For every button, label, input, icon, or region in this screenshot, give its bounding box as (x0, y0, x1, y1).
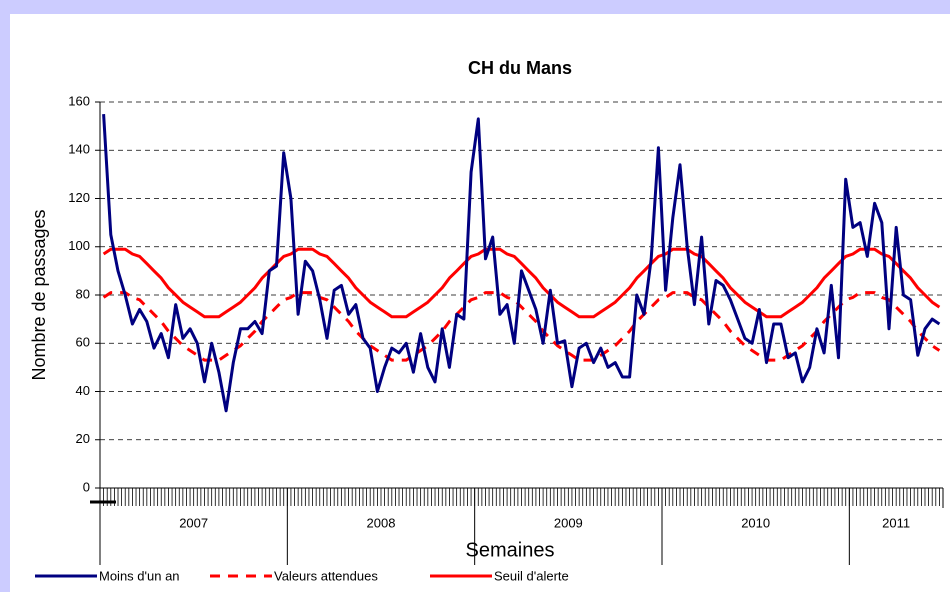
chart-title: CH du Mans (468, 58, 572, 78)
legend-label: Seuil d'alerte (494, 568, 569, 583)
x-group-label: 2008 (367, 515, 396, 530)
y-axis-label: Nombre de passages (29, 209, 49, 380)
x-axis-label: Semaines (466, 539, 555, 561)
y-tick-label: 0 (83, 479, 90, 494)
y-tick-label: 80 (76, 286, 90, 301)
y-tick-label: 160 (68, 93, 90, 108)
x-group-label: 2007 (179, 515, 208, 530)
x-group-label: 2010 (741, 515, 770, 530)
series-line (102, 114, 941, 413)
x-group-label: 2009 (554, 515, 583, 530)
y-tick-label: 100 (68, 238, 90, 253)
series-line (102, 291, 941, 362)
x-group-label: 2011 (882, 515, 910, 530)
legend-label: Moins d'un an (99, 568, 180, 583)
legend-label: Valeurs attendues (274, 568, 378, 583)
y-tick-label: 60 (76, 335, 90, 350)
y-tick-label: 140 (68, 142, 90, 157)
panel (10, 14, 950, 592)
y-tick-label: 40 (76, 383, 90, 398)
y-tick-label: 120 (68, 190, 90, 205)
series-line (102, 247, 941, 319)
y-tick-label: 20 (76, 431, 90, 446)
